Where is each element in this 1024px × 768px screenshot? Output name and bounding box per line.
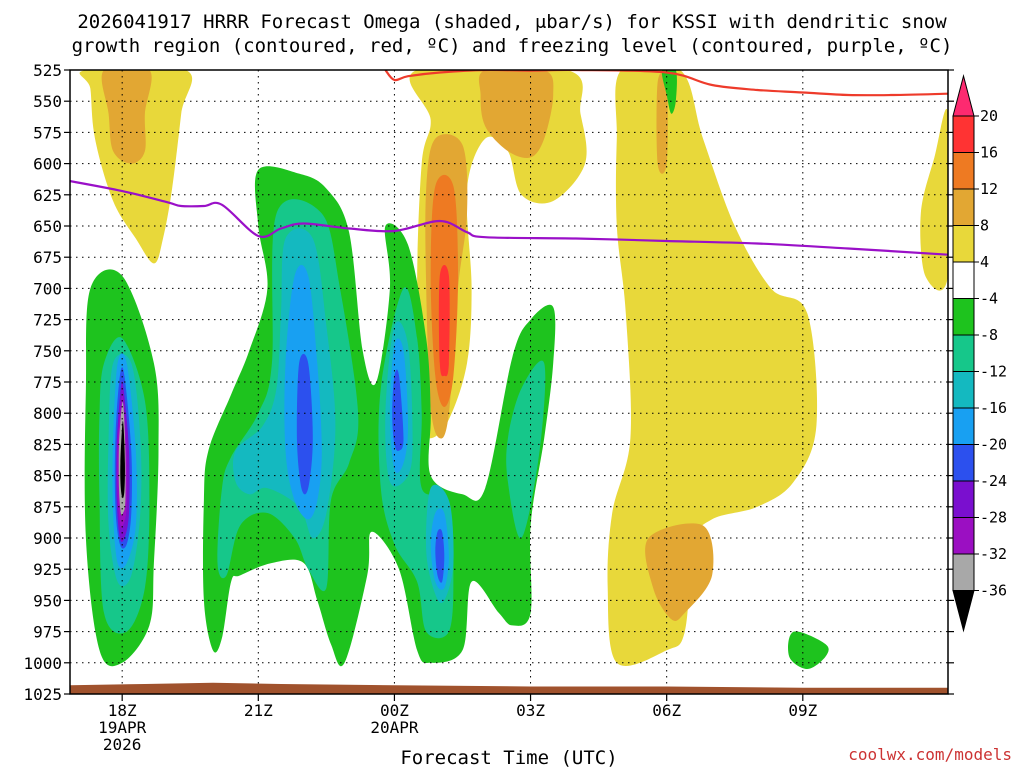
y-tick-label: 725 bbox=[33, 311, 62, 330]
colorbar-swatch bbox=[952, 115, 975, 153]
omega-region-neg20-1 bbox=[296, 353, 313, 495]
y-tick-label: 650 bbox=[33, 217, 62, 236]
colorbar-swatch bbox=[952, 334, 975, 372]
y-tick-label: 975 bbox=[33, 623, 62, 642]
colorbar: 20 16 12 8 4 -4 -8 -12 -16 -20 -24 -28 -32 -36 bbox=[952, 74, 1007, 633]
colorbar-label: -16 bbox=[980, 399, 1007, 417]
x-tick-label: 06Z bbox=[652, 701, 681, 720]
y-tick-label: 700 bbox=[33, 279, 62, 298]
y-tick-label: 775 bbox=[33, 373, 62, 392]
plot-area bbox=[70, 70, 948, 694]
y-tick-label: 525 bbox=[33, 61, 62, 80]
omega-region-16-0 bbox=[438, 265, 450, 377]
colorbar-bottom-arrow bbox=[952, 590, 975, 633]
y-tick-label: 1000 bbox=[23, 654, 62, 673]
chart-title-line2: growth region (contoured, red, ºC) and f… bbox=[72, 35, 953, 57]
y-tick-label: 900 bbox=[33, 529, 62, 548]
x-tick-label: 20APR bbox=[370, 718, 419, 737]
y-tick-label: 925 bbox=[33, 560, 62, 579]
colorbar-label: -4 bbox=[980, 290, 998, 308]
omega-shading bbox=[79, 70, 948, 669]
y-tick-label: 550 bbox=[33, 92, 62, 111]
omega-region-neg4-2 bbox=[661, 70, 677, 114]
x-tick-label: 21Z bbox=[244, 701, 273, 720]
colorbar-label: -32 bbox=[980, 545, 1007, 563]
x-tick-label: 09Z bbox=[788, 701, 817, 720]
colorbar-swatch bbox=[952, 152, 975, 190]
colorbar-swatch bbox=[952, 480, 975, 518]
y-tick-label: 800 bbox=[33, 404, 62, 423]
colorbar-label: -28 bbox=[980, 509, 1007, 527]
chart-title-line1: 2026041917 HRRR Forecast Omega (shaded, … bbox=[77, 11, 947, 33]
colorbar-swatch bbox=[952, 371, 975, 409]
y-tick-label: 1025 bbox=[23, 685, 62, 704]
x-tick-label: 00Z bbox=[380, 701, 409, 720]
terrain-layer bbox=[70, 682, 948, 694]
colorbar-swatch bbox=[952, 517, 975, 555]
colorbar-label: 4 bbox=[980, 253, 989, 271]
y-tick-label: 825 bbox=[33, 435, 62, 454]
y-axis: 525 550 575 600 625 650 675 700 725 750 775 800 825 8… bbox=[23, 61, 954, 704]
terrain-fill bbox=[70, 682, 948, 694]
colorbar-swatch bbox=[952, 444, 975, 482]
omega-region-neg36-0 bbox=[120, 420, 125, 499]
colorbar-label: -20 bbox=[980, 436, 1007, 454]
colorbar-label: -12 bbox=[980, 363, 1007, 381]
colorbar-swatch bbox=[952, 261, 975, 299]
y-tick-label: 850 bbox=[33, 467, 62, 486]
omega-region-8-3 bbox=[656, 72, 668, 174]
colorbar-swatch bbox=[952, 225, 975, 263]
colorbar-swatch bbox=[952, 298, 975, 336]
colorbar-top-arrow bbox=[952, 74, 975, 117]
x-tick-label: 18Z bbox=[108, 701, 137, 720]
colorbar-label: 8 bbox=[980, 217, 989, 235]
y-tick-label: 875 bbox=[33, 498, 62, 517]
colorbar-label: 16 bbox=[980, 144, 998, 162]
x-axis-label: Forecast Time (UTC) bbox=[400, 747, 617, 768]
colorbar-label: -36 bbox=[980, 582, 1007, 600]
y-tick-label: 600 bbox=[33, 155, 62, 174]
omega-region-neg8-3 bbox=[506, 360, 546, 539]
omega-region-8-4 bbox=[645, 523, 714, 621]
omega-region-neg20-2 bbox=[392, 369, 404, 451]
x-tick-label: 2026 bbox=[103, 735, 142, 754]
y-tick-label: 625 bbox=[33, 186, 62, 205]
credit-text: coolwx.com/models bbox=[848, 745, 1012, 764]
x-tick-label: 03Z bbox=[516, 701, 545, 720]
colorbar-swatch bbox=[952, 407, 975, 445]
colorbar-swatch bbox=[952, 188, 975, 226]
y-tick-label: 750 bbox=[33, 342, 62, 361]
omega-region-8-0 bbox=[101, 70, 152, 164]
colorbar-label: 20 bbox=[980, 107, 998, 125]
freezing-level-line bbox=[70, 180, 948, 256]
y-tick-label: 575 bbox=[33, 123, 62, 142]
omega-region-4-0 bbox=[79, 70, 193, 264]
colorbar-label: -24 bbox=[980, 472, 1007, 490]
colorbar-swatch bbox=[952, 553, 975, 591]
y-tick-label: 675 bbox=[33, 248, 62, 267]
grid-lines bbox=[70, 70, 948, 694]
omega-region-4-3 bbox=[920, 109, 948, 291]
colorbar-label: -8 bbox=[980, 326, 998, 344]
x-tick-label: 19APR bbox=[98, 718, 147, 737]
colorbar-label: 12 bbox=[980, 180, 998, 198]
omega-region-8-1 bbox=[478, 70, 554, 158]
omega-region-4-2 bbox=[607, 70, 818, 666]
y-tick-label: 950 bbox=[33, 591, 62, 610]
omega-region-neg4-3 bbox=[788, 631, 829, 669]
